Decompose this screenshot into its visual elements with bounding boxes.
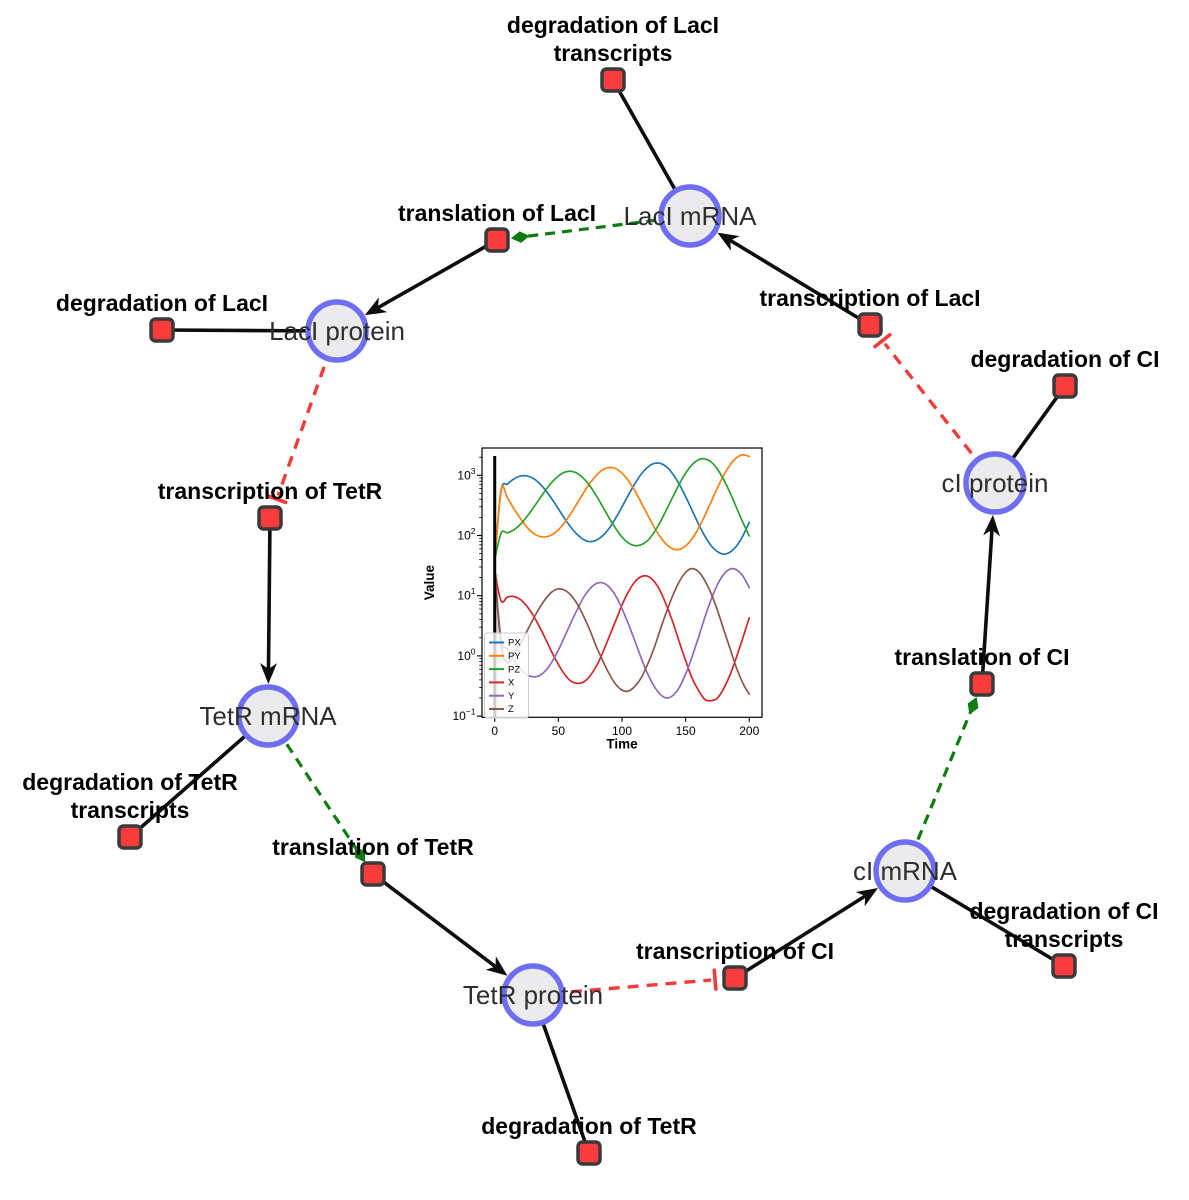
y-tick-label: 10−1 <box>452 707 475 724</box>
reaction-label-transl_ci-line0: translation of CI <box>894 644 1069 670</box>
species-label-laci_mrna: LacI mRNA <box>624 201 758 231</box>
species-label-laci_protein: LacI protein <box>269 316 405 346</box>
edge-modifier-ci_mrna-transl_ci <box>903 711 973 872</box>
x-axis-label: Time <box>606 736 638 751</box>
simulation-inset-chart: 0 50 100 150 20010−1100101102103TimeValuePXP… <box>418 423 784 771</box>
edge-product-tx_tetr-tetr_mrna <box>266 516 272 676</box>
reaction-label-deg_laci-line0: degradation of LacI <box>56 290 268 316</box>
x-tick-label: 200 <box>739 724 759 738</box>
reaction-label-deg_ci-line0: degradation of CI <box>970 346 1159 372</box>
diamond-arrowhead-icon <box>510 231 530 243</box>
reaction-node-tx_laci[interactable] <box>857 312 883 338</box>
reaction-label-tx_ci-line0: transcription of CI <box>636 938 834 964</box>
tbar-inhibition-icon <box>873 332 892 349</box>
reaction-label-deg_ci_tx-line0: degradation of CI <box>969 898 1158 924</box>
reaction-node-tx_tetr[interactable] <box>257 505 283 531</box>
reaction-label-deg_tetr_tx-line0: degradation of TetR <box>22 769 238 795</box>
chart-legend: PX PY PZ XYZ <box>484 632 529 719</box>
reaction-node-deg_tetr[interactable] <box>576 1140 602 1166</box>
legend-label-PY: PY <box>508 651 521 662</box>
nodes-layer <box>117 67 1078 1166</box>
y-tick-label: 101 <box>457 586 475 603</box>
x-tick-label: 50 <box>552 724 566 738</box>
series-line-Z <box>493 567 751 696</box>
edge-modifier-laci_mrna-transl_laci <box>526 214 691 238</box>
x-tick-label: 0 <box>491 724 498 738</box>
arrowhead-icon <box>485 956 508 976</box>
reaction-node-transl_laci[interactable] <box>484 227 510 253</box>
labels-layer: LacI mRNA LacI protein TetR mRNA TetR prote… <box>22 12 1159 1139</box>
arrowhead-icon <box>983 514 1001 537</box>
series-line-PY <box>493 453 751 561</box>
tbar-inhibition-icon <box>712 968 718 991</box>
reaction-label-transl_tetr-line0: translation of TetR <box>272 834 474 860</box>
species-label-ci_mrna: cI mRNA <box>853 856 958 886</box>
reaction-label-deg_laci_tx-line0: degradation of LacI <box>507 12 719 38</box>
legend-label-PZ: PZ <box>508 664 520 675</box>
species-node-laci_mrna[interactable] <box>658 184 722 248</box>
edge-product-tx_ci-ci_mrna <box>733 891 872 980</box>
y-tick-label: 102 <box>457 526 475 543</box>
series-line-PX <box>493 462 751 561</box>
species-node-laci_protein[interactable] <box>305 299 369 363</box>
legend-box <box>484 632 529 719</box>
arrowhead-icon <box>855 888 878 907</box>
y-tick-label: 100 <box>457 646 475 663</box>
reaction-label-tx_tetr-line0: transcription of TetR <box>158 478 383 504</box>
reaction-label-deg_ci_tx-line1: transcripts <box>1005 926 1124 952</box>
reaction-node-tx_ci[interactable] <box>722 965 748 991</box>
series-line-Y <box>493 567 751 699</box>
reaction-node-deg_ci[interactable] <box>1052 373 1078 399</box>
species-node-ci_mrna[interactable] <box>873 839 937 903</box>
legend-label-Z: Z <box>508 704 514 715</box>
edge-product-transl_tetr-tetr_protein <box>371 872 502 972</box>
reaction-label-transl_laci-line0: translation of LacI <box>398 200 596 226</box>
reaction-label-deg_tetr-line0: degradation of TetR <box>481 1113 697 1139</box>
species-node-tetr_mrna[interactable] <box>236 684 300 748</box>
reaction-node-transl_tetr[interactable] <box>360 861 386 887</box>
reaction-label-tx_laci-line0: transcription of LacI <box>759 285 980 311</box>
diamond-arrowhead-icon <box>354 846 366 863</box>
edge-product-tx_laci-laci_mrna <box>724 235 872 327</box>
reaction-node-transl_ci[interactable] <box>969 671 995 697</box>
edge-product-transl_laci-laci_protein <box>371 238 499 313</box>
legend-label-X: X <box>508 678 515 689</box>
tbar-inhibition-icon <box>266 494 288 505</box>
series-line-PZ <box>493 457 751 561</box>
diamond-arrowhead-icon <box>967 696 979 715</box>
species-label-ci_protein: cI protein <box>942 468 1049 498</box>
reaction-label-deg_tetr_tx-line1: transcripts <box>71 797 190 823</box>
y-axis-label: Value <box>422 565 437 601</box>
x-tick-label: 100 <box>612 724 632 738</box>
reaction-node-deg_laci[interactable] <box>149 317 175 343</box>
species-node-tetr_protein[interactable] <box>501 963 565 1027</box>
edge-product-transl_ci-ci_protein <box>980 523 995 686</box>
reaction-node-deg_tetr_tx[interactable] <box>117 824 143 850</box>
reaction-node-deg_ci_tx[interactable] <box>1051 953 1077 979</box>
x-tick-label: 150 <box>676 724 696 738</box>
arrowhead-icon <box>364 297 388 316</box>
species-node-ci_protein[interactable] <box>963 451 1027 515</box>
species-label-tetr_protein: TetR protein <box>463 980 603 1010</box>
series-line-X <box>493 570 751 702</box>
legend-label-PX: PX <box>508 638 521 649</box>
legend-label-Y: Y <box>508 691 515 702</box>
y-tick-label: 103 <box>457 466 475 483</box>
species-label-tetr_mrna: TetR mRNA <box>199 701 337 731</box>
chart-background <box>418 423 784 771</box>
arrowhead-icon <box>260 662 278 685</box>
arrowhead-icon <box>717 232 740 251</box>
reaction-label-deg_laci_tx-line1: transcripts <box>554 40 673 66</box>
reaction-node-deg_laci_tx[interactable] <box>600 67 626 93</box>
